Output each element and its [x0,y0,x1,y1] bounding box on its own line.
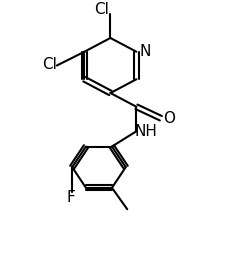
Text: NH: NH [134,124,157,139]
Text: O: O [163,111,174,126]
Text: F: F [66,190,75,205]
Text: N: N [139,44,150,59]
Text: Cl: Cl [94,2,109,17]
Text: Cl: Cl [42,57,57,72]
